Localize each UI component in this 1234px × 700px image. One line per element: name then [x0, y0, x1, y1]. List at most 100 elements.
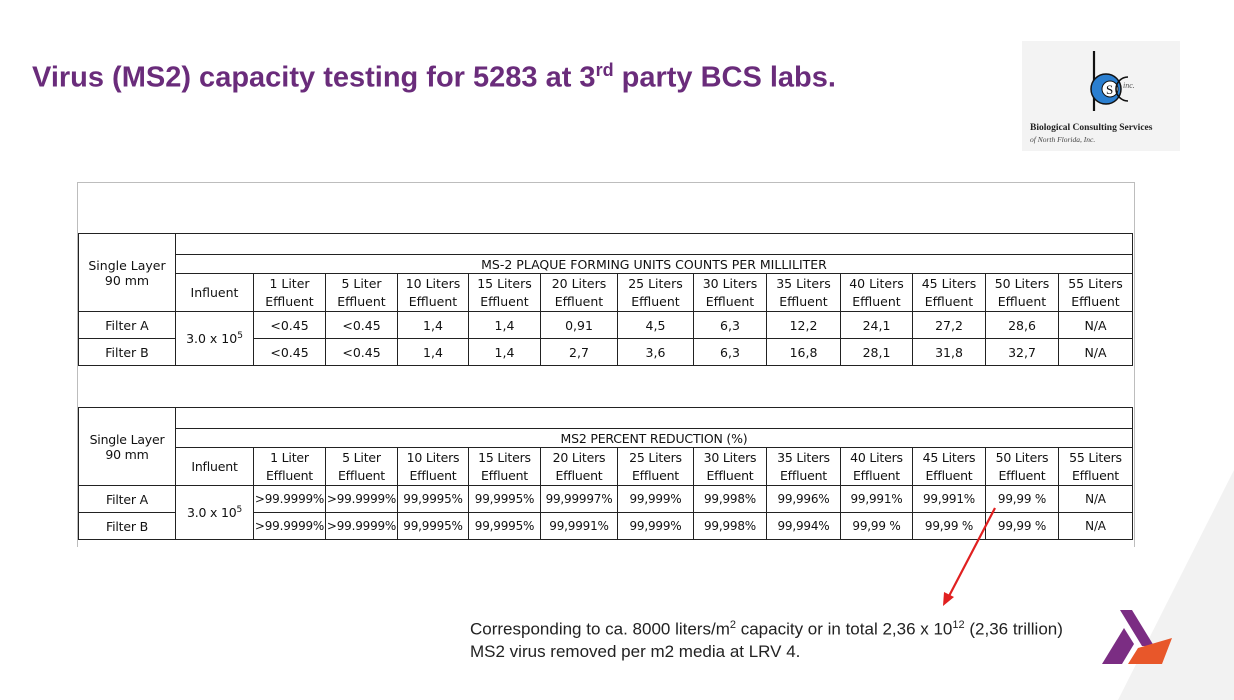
column-header: 1 Liter Effluent [253, 273, 326, 312]
note-line-2: MS2 virus removed per m2 media at LRV 4. [470, 641, 801, 661]
table-cell: 99,9995% [397, 485, 469, 513]
table-cell: 1,4 [397, 311, 469, 339]
column-header: 15 Liters Effluent [468, 273, 541, 312]
column-header: 5 Liter Effluent [325, 273, 398, 312]
table-cell: <0.45 [325, 311, 398, 339]
capacity-note: Corresponding to ca. 8000 liters/m2 capa… [470, 614, 1063, 663]
percent-reduction-table: Single Layer 90 mm MS2 PERCENT REDUCTION … [78, 407, 1133, 540]
table-cell: 99,99 % [985, 485, 1059, 513]
table-cell: 6,3 [693, 311, 767, 339]
table-cell: 3,6 [617, 338, 694, 366]
table-cell: 31,8 [912, 338, 986, 366]
table-cell: 99,996% [766, 485, 841, 513]
column-header: 25 Liters Effluent [617, 273, 694, 312]
table-cell: 4,5 [617, 311, 694, 339]
column-header: 50 Liters Effluent [985, 447, 1059, 486]
table-cell: <0.45 [325, 338, 398, 366]
section-label: MS-2 PLAQUE FORMING UNITS COUNTS PER MIL… [175, 254, 1133, 274]
table-cell: 99,998% [693, 485, 767, 513]
table-cell: 12,2 [766, 311, 841, 339]
logo-inc: inc. [1123, 81, 1135, 90]
table-cell: 99,9995% [397, 512, 469, 540]
section-label: MS2 PERCENT REDUCTION (%) [175, 428, 1133, 448]
table-cell: 99,9995% [468, 485, 541, 513]
column-header: 20 Liters Effluent [540, 273, 618, 312]
table-cell: 99,999% [617, 485, 694, 513]
table-cell: 99,991% [912, 485, 986, 513]
table-cell: 1,4 [468, 338, 541, 366]
column-header: 30 Liters Effluent [693, 447, 767, 486]
table-cell: 99,99 % [985, 512, 1059, 540]
layer-label: Single Layer 90 mm [78, 233, 176, 312]
column-header: 25 Liters Effluent [617, 447, 694, 486]
column-header: 10 Liters Effluent [397, 447, 469, 486]
table-cell: 2,7 [540, 338, 618, 366]
table-cell: 99,99 % [912, 512, 986, 540]
layer-label: Single Layer 90 mm [78, 407, 176, 486]
column-header: 15 Liters Effluent [468, 447, 541, 486]
table-cell: 99,9995% [468, 512, 541, 540]
influent-header: Influent [175, 273, 254, 312]
results-table-container: Single Layer 90 mm MS-2 PLAQUE FORMING UN… [77, 182, 1135, 547]
table-spacer [175, 407, 1133, 429]
column-header: 55 Liters Effluent [1058, 273, 1133, 312]
table-cell: 99,9991% [540, 512, 618, 540]
logo-company-name: Biological Consulting Services [1030, 123, 1153, 133]
table-cell: 99,999% [617, 512, 694, 540]
column-header: 55 Liters Effluent [1058, 447, 1133, 486]
row-label: Filter A [78, 311, 176, 339]
column-header: 1 Liter Effluent [253, 447, 326, 486]
column-header: 40 Liters Effluent [840, 447, 913, 486]
slide-title: Virus (MS2) capacity testing for 5283 at… [32, 60, 836, 94]
logo-company-subtitle: of North Florida, Inc. [1030, 135, 1096, 144]
table-cell: 28,1 [840, 338, 913, 366]
table-cell: >99.9999% [325, 485, 398, 513]
row-label: Filter A [78, 485, 176, 513]
table-cell: N/A [1058, 485, 1133, 513]
table-cell: 99,998% [693, 512, 767, 540]
column-header: 45 Liters Effluent [912, 447, 986, 486]
table-spacer [175, 233, 1133, 255]
table-cell: 99,99 % [840, 512, 913, 540]
note-line-1: Corresponding to ca. 8000 liters/m2 capa… [470, 619, 1063, 639]
column-header: 35 Liters Effluent [766, 273, 841, 312]
column-header: 20 Liters Effluent [540, 447, 618, 486]
svg-text:S: S [1106, 82, 1113, 97]
influent-header: Influent [175, 447, 254, 486]
table-cell: 1,4 [468, 311, 541, 339]
table-cell: 6,3 [693, 338, 767, 366]
table-cell: N/A [1058, 311, 1133, 339]
column-header: 40 Liters Effluent [840, 273, 913, 312]
table-cell: 24,1 [840, 311, 913, 339]
row-label: Filter B [78, 338, 176, 366]
table-cell: 16,8 [766, 338, 841, 366]
table-cell: 99,99997% [540, 485, 618, 513]
table-cell: >99.9999% [253, 485, 326, 513]
table-cell: 28,6 [985, 311, 1059, 339]
table-cell: <0.45 [253, 338, 326, 366]
table-cell: <0.45 [253, 311, 326, 339]
plaque-counts-table: Single Layer 90 mm MS-2 PLAQUE FORMING UN… [78, 233, 1133, 366]
table-cell: >99.9999% [253, 512, 326, 540]
bcs-logo-icon: S [1090, 51, 1129, 111]
row-label: Filter B [78, 512, 176, 540]
column-header: 30 Liters Effluent [693, 273, 767, 312]
column-header: 45 Liters Effluent [912, 273, 986, 312]
column-header: 35 Liters Effluent [766, 447, 841, 486]
influent-value: 3.0 x 105 [175, 311, 254, 366]
column-header: 50 Liters Effluent [985, 273, 1059, 312]
table-cell: N/A [1058, 338, 1133, 366]
influent-value: 3.0 x 105 [175, 485, 254, 540]
table-cell: N/A [1058, 512, 1133, 540]
column-header: 5 Liter Effluent [325, 447, 398, 486]
table-cell: 27,2 [912, 311, 986, 339]
table-cell: 99,991% [840, 485, 913, 513]
column-header: 10 Liters Effluent [397, 273, 469, 312]
bcs-logo: S inc. Biological Consulting Services of… [1022, 41, 1180, 151]
table-cell: 1,4 [397, 338, 469, 366]
table-cell: 0,91 [540, 311, 618, 339]
brand-logo-icon [1102, 610, 1172, 664]
table-cell: 32,7 [985, 338, 1059, 366]
table-cell: 99,994% [766, 512, 841, 540]
table-cell: >99.9999% [325, 512, 398, 540]
